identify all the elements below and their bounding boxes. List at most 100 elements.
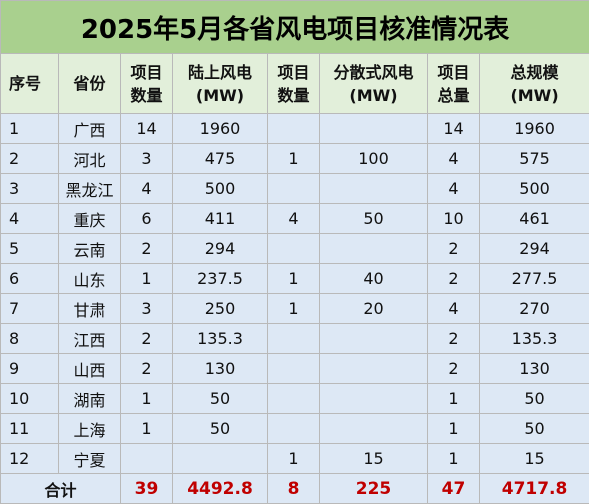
row-province: 宁夏 — [59, 444, 121, 474]
row-distributed-count: 1 — [268, 144, 320, 174]
row-seq: 8 — [1, 324, 59, 354]
row-total-count: 2 — [428, 354, 480, 384]
total-onshore-capacity: 4492.8 — [173, 474, 268, 504]
title-row: 2025年5月各省风电项目核准情况表 — [1, 1, 589, 54]
header-total-count: 项目 总量 — [428, 54, 480, 114]
row-onshore-capacity: 50 — [173, 384, 268, 414]
row-seq: 7 — [1, 294, 59, 324]
row-onshore-capacity: 411 — [173, 204, 268, 234]
header-distributed-count-line2: 数量 — [268, 84, 319, 107]
row-total-capacity: 1960 — [480, 114, 589, 144]
row-onshore-count: 1 — [121, 414, 173, 444]
header-onshore-capacity: 陆上风电 (MW) — [173, 54, 268, 114]
header-seq: 序号 — [1, 54, 59, 114]
header-distributed-count-line1: 项目 — [268, 61, 319, 84]
row-onshore-count: 1 — [121, 384, 173, 414]
row-province: 云南 — [59, 234, 121, 264]
header-total-count-line1: 项目 — [428, 61, 479, 84]
row-total-count: 4 — [428, 144, 480, 174]
row-total-capacity: 294 — [480, 234, 589, 264]
row-onshore-capacity: 237.5 — [173, 264, 268, 294]
total-onshore-count: 39 — [121, 474, 173, 504]
row-province: 山西 — [59, 354, 121, 384]
header-row: 序号 省份 项目 数量 陆上风电 (MW) 项目 数量 分散式风电 (MW) 项… — [1, 54, 589, 114]
row-distributed-count: 1 — [268, 264, 320, 294]
header-distributed-capacity-line1: 分散式风电 — [320, 61, 427, 84]
row-distributed-capacity — [320, 324, 428, 354]
row-distributed-count — [268, 384, 320, 414]
total-total-count: 47 — [428, 474, 480, 504]
row-province: 甘肃 — [59, 294, 121, 324]
row-onshore-capacity: 130 — [173, 354, 268, 384]
row-total-count: 1 — [428, 384, 480, 414]
row-seq: 11 — [1, 414, 59, 444]
row-province: 江西 — [59, 324, 121, 354]
row-onshore-capacity: 500 — [173, 174, 268, 204]
row-onshore-count: 3 — [121, 294, 173, 324]
row-total-count: 2 — [428, 264, 480, 294]
row-onshore-capacity: 50 — [173, 414, 268, 444]
row-distributed-count: 4 — [268, 204, 320, 234]
row-onshore-count: 1 — [121, 264, 173, 294]
total-total-capacity: 4717.8 — [480, 474, 589, 504]
row-onshore-capacity: 250 — [173, 294, 268, 324]
row-distributed-count — [268, 354, 320, 384]
row-distributed-capacity: 50 — [320, 204, 428, 234]
row-province: 黑龙江 — [59, 174, 121, 204]
row-onshore-count: 2 — [121, 354, 173, 384]
row-total-count: 2 — [428, 324, 480, 354]
row-distributed-capacity — [320, 174, 428, 204]
row-seq: 5 — [1, 234, 59, 264]
row-seq: 10 — [1, 384, 59, 414]
row-distributed-count — [268, 414, 320, 444]
row-onshore-count: 14 — [121, 114, 173, 144]
row-distributed-count: 1 — [268, 294, 320, 324]
row-distributed-capacity — [320, 114, 428, 144]
total-row: 合计 39 4492.8 8 225 47 4717.8 — [1, 474, 589, 504]
row-onshore-count: 3 — [121, 144, 173, 174]
row-distributed-count — [268, 234, 320, 264]
header-distributed-capacity: 分散式风电 (MW) — [320, 54, 428, 114]
header-total-capacity-line2: (MW) — [480, 84, 589, 107]
row-province: 山东 — [59, 264, 121, 294]
row-total-capacity: 277.5 — [480, 264, 589, 294]
header-total-capacity-line1: 总规模 — [480, 61, 589, 84]
table-title: 2025年5月各省风电项目核准情况表 — [1, 1, 589, 54]
row-onshore-count — [121, 444, 173, 474]
row-distributed-capacity: 100 — [320, 144, 428, 174]
row-onshore-capacity: 135.3 — [173, 324, 268, 354]
row-province: 重庆 — [59, 204, 121, 234]
row-onshore-capacity: 475 — [173, 144, 268, 174]
row-seq: 3 — [1, 174, 59, 204]
row-total-count: 1 — [428, 444, 480, 474]
row-onshore-capacity: 1960 — [173, 114, 268, 144]
row-onshore-count: 6 — [121, 204, 173, 234]
row-onshore-capacity: 294 — [173, 234, 268, 264]
total-distributed-count: 8 — [268, 474, 320, 504]
row-seq: 4 — [1, 204, 59, 234]
row-distributed-capacity — [320, 354, 428, 384]
row-onshore-count: 2 — [121, 324, 173, 354]
row-total-capacity: 135.3 — [480, 324, 589, 354]
header-total-count-line2: 总量 — [428, 84, 479, 107]
row-distributed-capacity — [320, 234, 428, 264]
row-total-capacity: 130 — [480, 354, 589, 384]
row-distributed-count — [268, 174, 320, 204]
header-distributed-count: 项目 数量 — [268, 54, 320, 114]
row-onshore-count: 2 — [121, 234, 173, 264]
row-total-count: 4 — [428, 294, 480, 324]
header-onshore-count: 项目 数量 — [121, 54, 173, 114]
row-total-capacity: 50 — [480, 384, 589, 414]
row-distributed-capacity: 20 — [320, 294, 428, 324]
row-province: 湖南 — [59, 384, 121, 414]
total-label: 合计 — [1, 474, 121, 504]
row-total-capacity: 575 — [480, 144, 589, 174]
